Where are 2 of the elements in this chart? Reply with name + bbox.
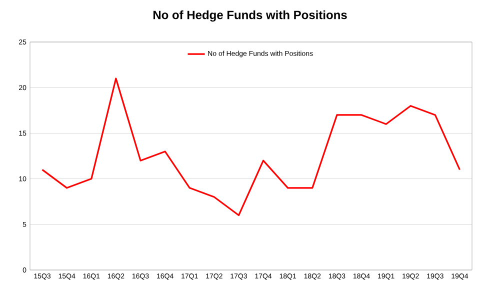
line-series <box>41 78 461 216</box>
chart-title: No of Hedge Funds with Positions <box>153 10 347 22</box>
